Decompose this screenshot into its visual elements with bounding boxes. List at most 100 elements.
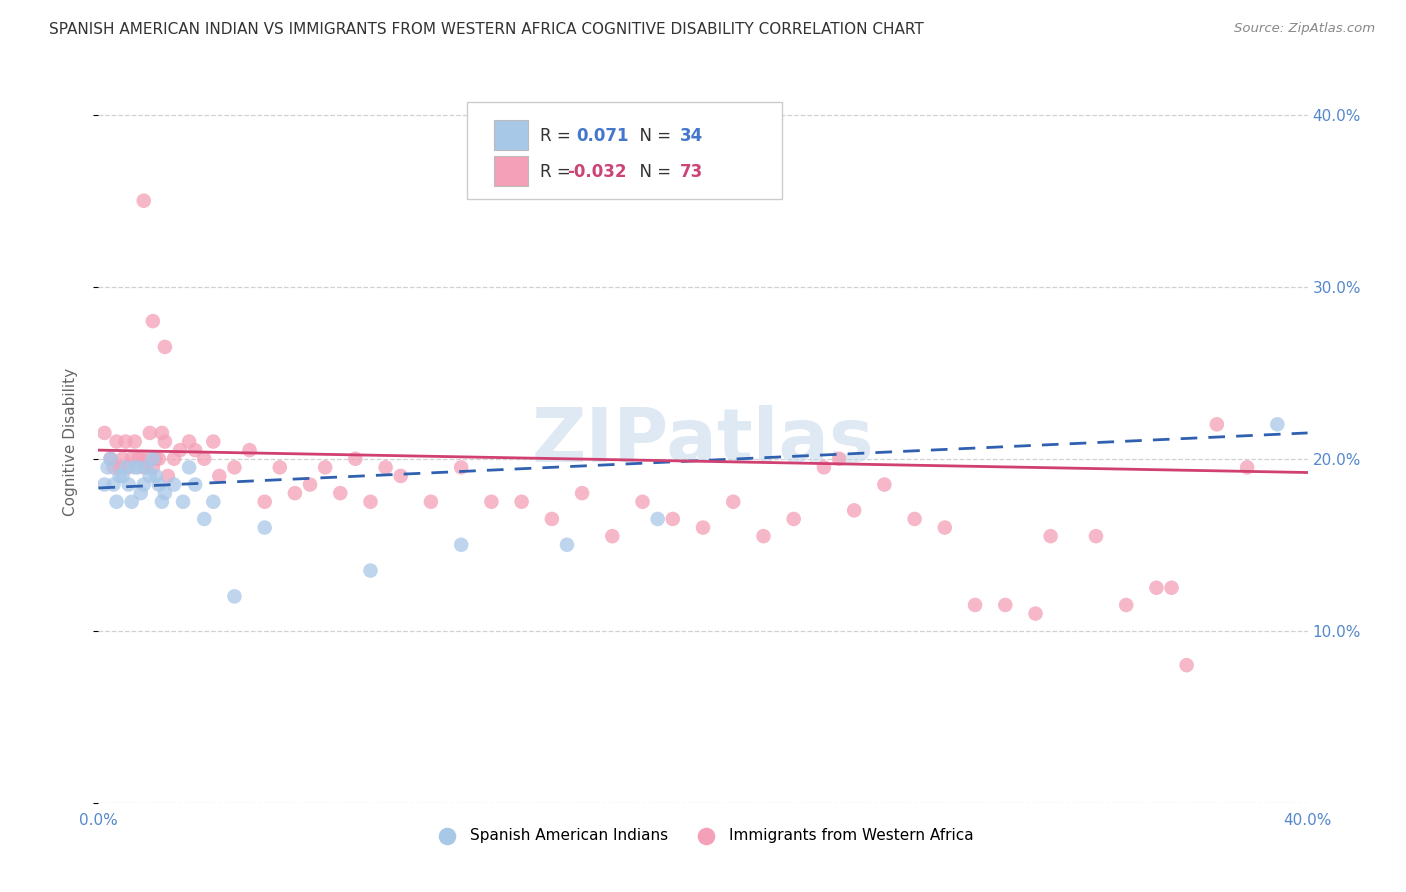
Point [994, 598, 1017, 612]
Point [163, 477, 186, 491]
Point [1024, 607, 1046, 621]
Point [224, 460, 246, 475]
Point [108, 469, 131, 483]
Point [571, 486, 593, 500]
Point [114, 434, 136, 449]
Point [172, 494, 194, 508]
Point [153, 486, 176, 500]
Point [156, 469, 179, 483]
Point [374, 460, 396, 475]
Point [105, 494, 128, 508]
Text: R =: R = [540, 127, 576, 145]
Point [389, 469, 412, 483]
Point [510, 494, 533, 508]
Point [752, 529, 775, 543]
Point [93, 425, 115, 440]
Point [1115, 598, 1137, 612]
Point [1206, 417, 1229, 432]
Point [813, 460, 835, 475]
Point [129, 451, 152, 466]
Point [153, 434, 176, 449]
Point [142, 460, 165, 475]
Point [118, 477, 141, 491]
Point [450, 538, 472, 552]
Point [93, 477, 115, 491]
Point [127, 460, 149, 475]
Point [828, 451, 851, 466]
Point [148, 451, 170, 466]
Point [239, 443, 262, 458]
Point [420, 494, 443, 508]
Point [100, 451, 122, 466]
Point [150, 494, 173, 508]
Point [1160, 581, 1182, 595]
Point [184, 443, 207, 458]
Point [1236, 460, 1258, 475]
Point [153, 340, 176, 354]
Point [184, 477, 207, 491]
Point [169, 443, 191, 458]
Point [647, 512, 669, 526]
Point [179, 434, 201, 449]
Y-axis label: Cognitive Disability: Cognitive Disability [63, 368, 77, 516]
Point [555, 538, 578, 552]
Point [253, 520, 276, 534]
Point [329, 486, 352, 500]
Text: 34: 34 [681, 127, 703, 145]
Point [132, 460, 155, 475]
Point [1085, 529, 1108, 543]
Point [692, 520, 714, 534]
Point [360, 564, 382, 578]
Point [314, 460, 336, 475]
Point [142, 314, 165, 328]
Point [96, 460, 118, 475]
Point [269, 460, 291, 475]
Point [124, 434, 146, 449]
Point [150, 425, 173, 440]
Point [1175, 658, 1198, 673]
Point [121, 494, 143, 508]
Point [873, 477, 896, 491]
Point [139, 425, 162, 440]
Text: -0.032: -0.032 [568, 162, 627, 181]
Point [114, 460, 136, 475]
Point [105, 434, 128, 449]
Point [121, 451, 143, 466]
Point [118, 460, 141, 475]
Legend: Spanish American Indians, Immigrants from Western Africa: Spanish American Indians, Immigrants fro… [426, 822, 980, 849]
Point [193, 512, 215, 526]
Point [139, 469, 162, 483]
Point [132, 194, 155, 208]
Text: R =: R = [540, 162, 576, 181]
Point [540, 512, 562, 526]
Point [224, 590, 246, 604]
Point [965, 598, 987, 612]
Point [163, 451, 186, 466]
Point [360, 494, 382, 508]
Text: N =: N = [630, 127, 676, 145]
Point [148, 477, 170, 491]
Point [299, 477, 322, 491]
Point [103, 477, 125, 491]
FancyBboxPatch shape [494, 156, 527, 186]
Point [103, 460, 125, 475]
Point [100, 451, 122, 466]
Text: 73: 73 [681, 162, 703, 181]
Point [108, 460, 131, 475]
Point [142, 451, 165, 466]
Point [111, 469, 134, 483]
Point [208, 469, 231, 483]
Point [783, 512, 806, 526]
Point [1039, 529, 1062, 543]
Point [253, 494, 276, 508]
Point [844, 503, 866, 517]
Text: Source: ZipAtlas.com: Source: ZipAtlas.com [1234, 22, 1375, 36]
Point [111, 451, 134, 466]
Point [284, 486, 307, 500]
Point [135, 451, 157, 466]
Point [193, 451, 215, 466]
FancyBboxPatch shape [467, 102, 782, 200]
Point [602, 529, 624, 543]
Point [124, 460, 146, 475]
Point [129, 486, 152, 500]
